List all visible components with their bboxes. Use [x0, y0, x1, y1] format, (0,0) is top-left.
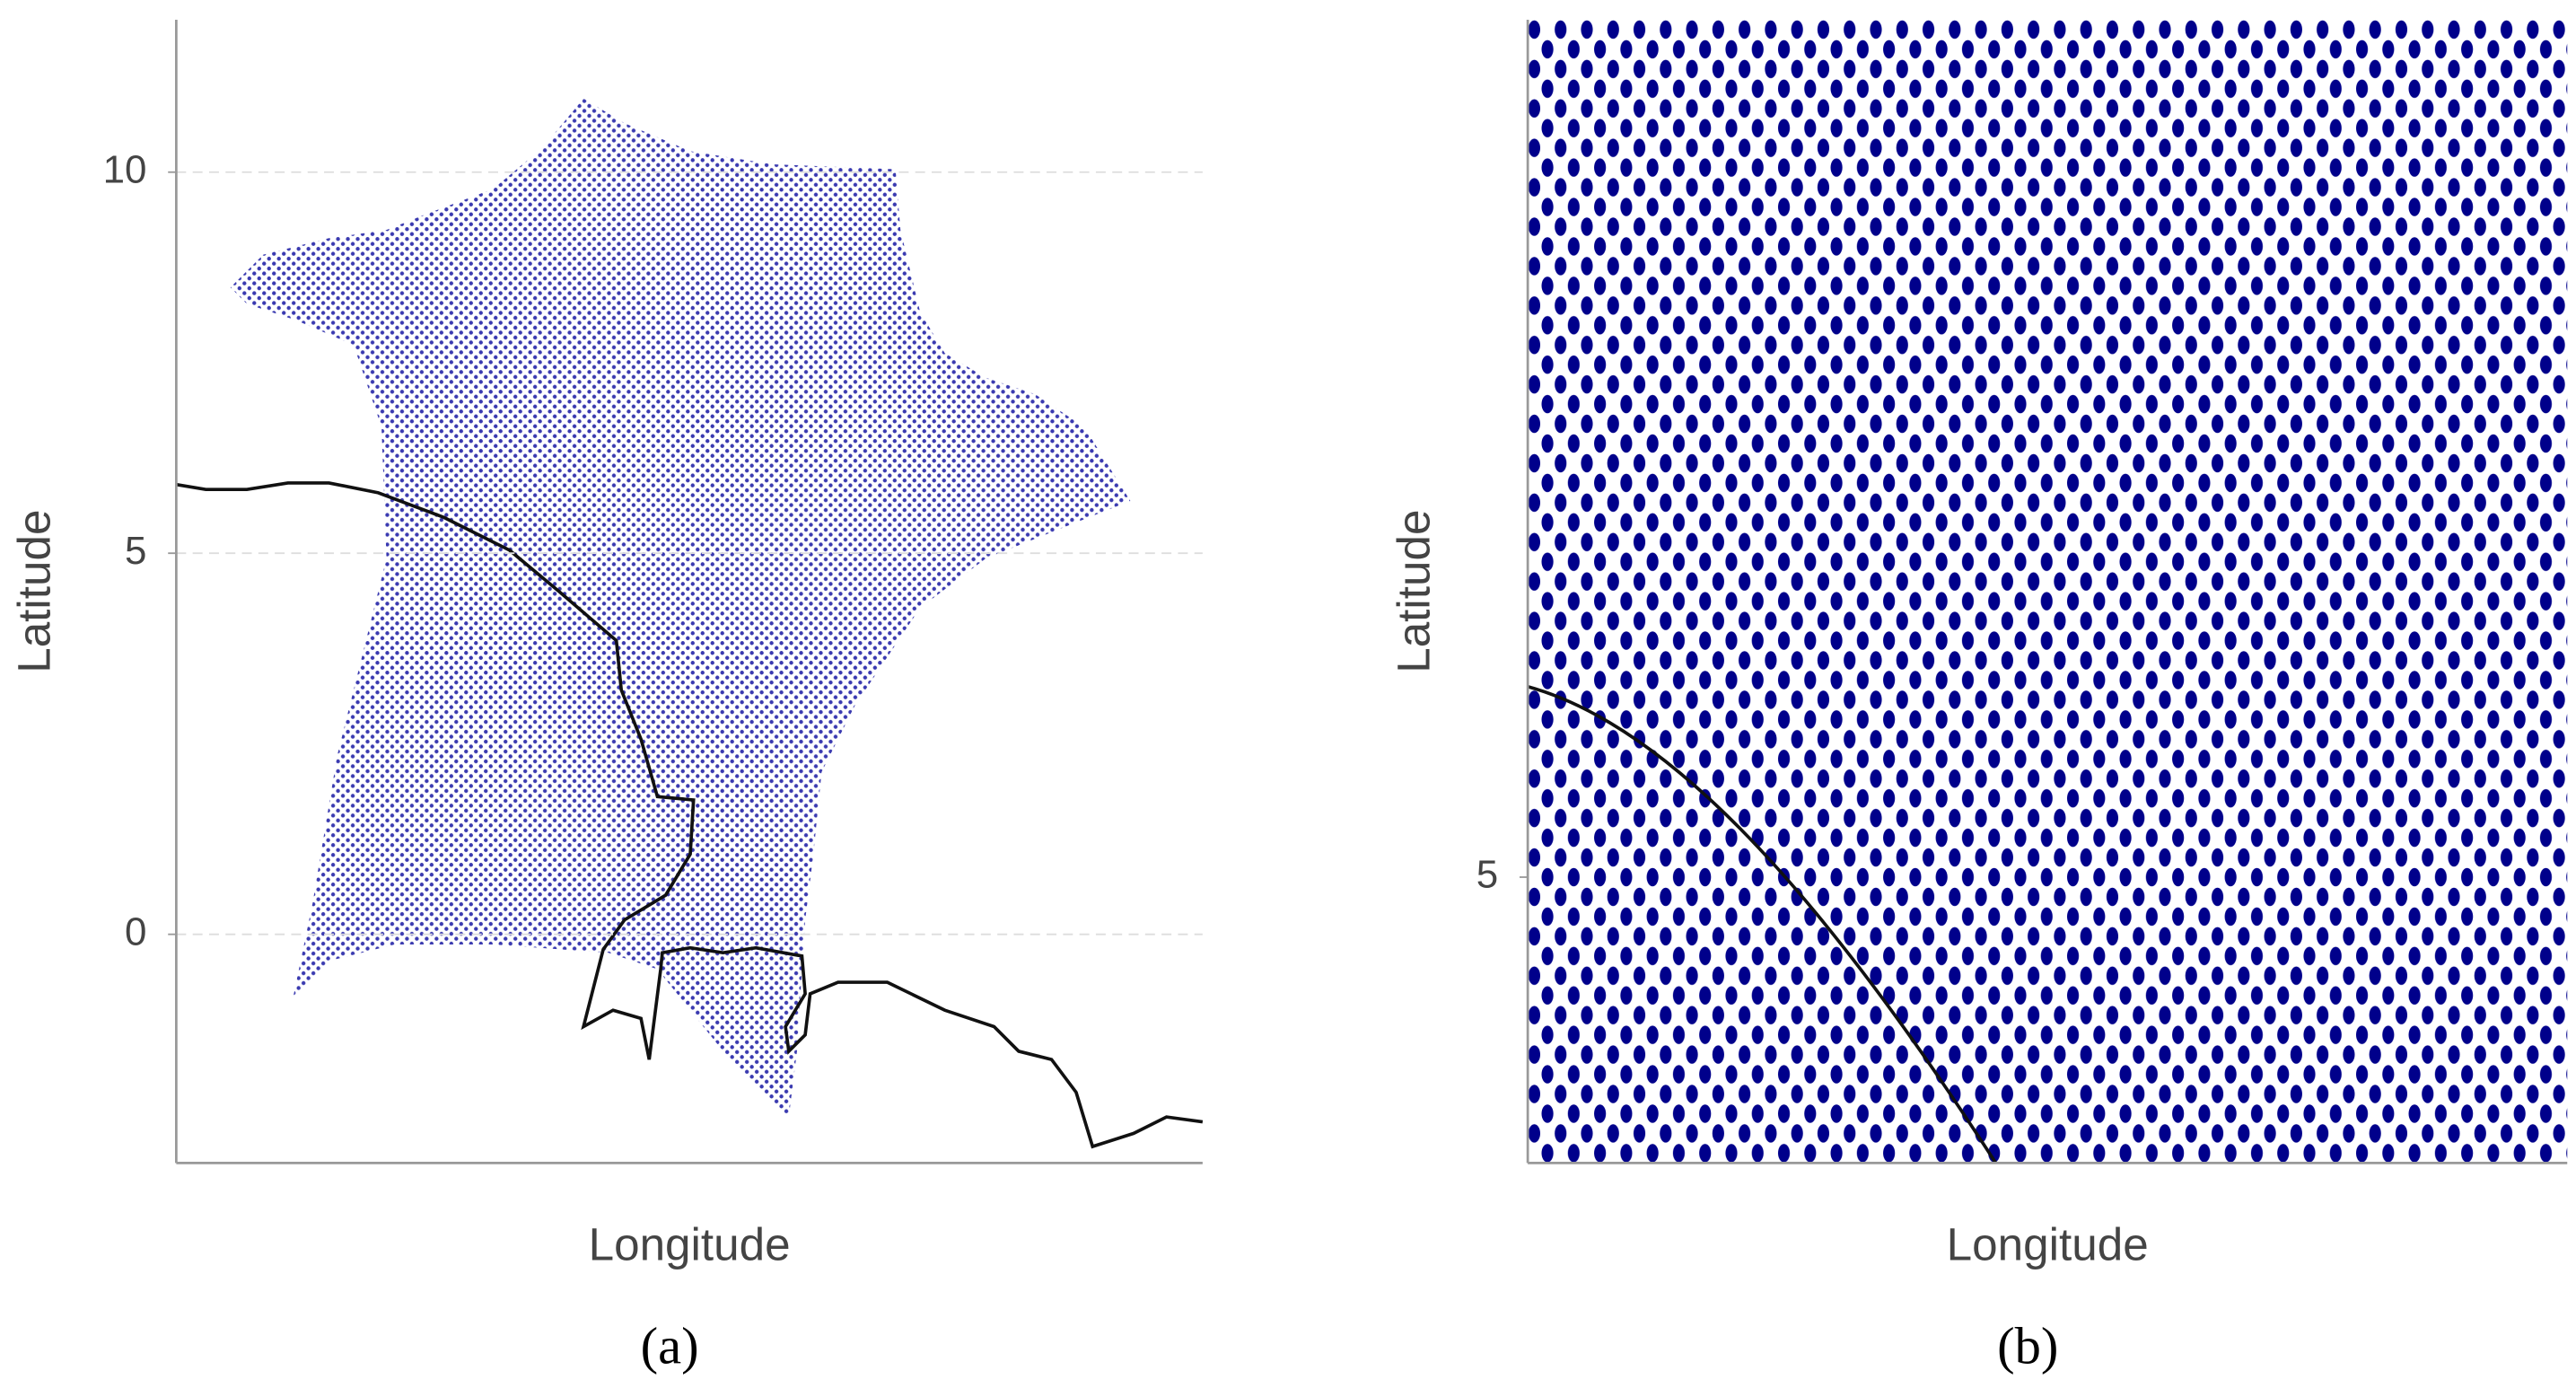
grid-points	[230, 98, 1131, 1118]
panel-b	[1528, 19, 2568, 1164]
y-tick-label: 5	[1476, 853, 1498, 897]
x-axis-label: Longitude	[589, 1218, 791, 1269]
y-axis-label: Latitude	[8, 510, 59, 673]
y-tick-label: 0	[125, 909, 146, 953]
caption: (a)	[641, 1317, 699, 1375]
coastline	[1528, 685, 1998, 1164]
y-axis-label: Latitude	[1388, 510, 1439, 673]
x-axis-label: Longitude	[1947, 1218, 2149, 1269]
grid-points	[1528, 19, 2568, 1164]
caption: (b)	[1997, 1317, 2058, 1375]
y-tick-label: 10	[103, 147, 147, 191]
coastline	[176, 481, 1204, 1149]
y-tick-label: 5	[125, 529, 146, 573]
panel-a	[176, 98, 1204, 1149]
